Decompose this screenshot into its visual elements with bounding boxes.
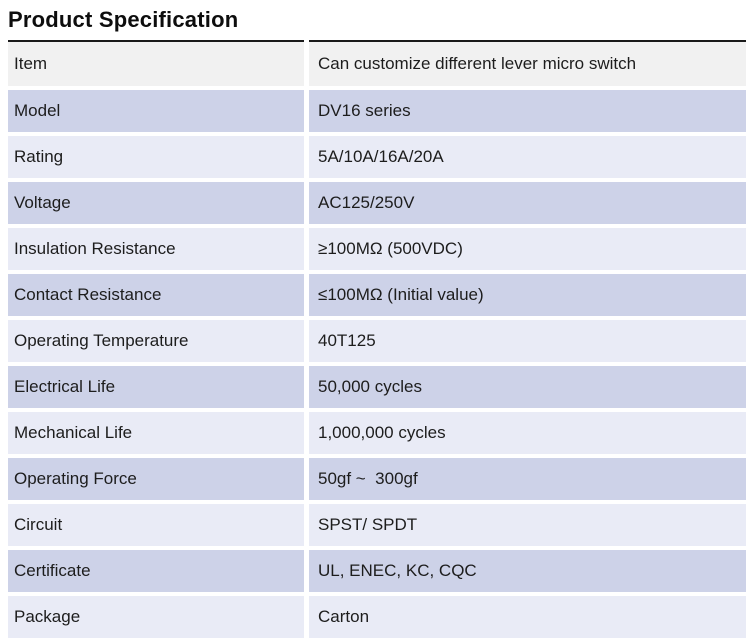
- spec-value: UL, ENEC, KC, CQC: [309, 550, 746, 592]
- spec-label: Mechanical Life: [8, 412, 304, 454]
- spec-value: ≥100MΩ (500VDC): [309, 228, 746, 270]
- spec-value: 50gf ~ 300gf: [309, 458, 746, 500]
- spec-value: 50,000 cycles: [309, 366, 746, 408]
- spec-label: Circuit: [8, 504, 304, 546]
- spec-label: Rating: [8, 136, 304, 178]
- spec-label: Insulation Resistance: [8, 228, 304, 270]
- spec-value: 40T125: [309, 320, 746, 362]
- spec-label: Voltage: [8, 182, 304, 224]
- specification-table: Item Can customize different lever micro…: [8, 40, 746, 638]
- spec-label: Contact Resistance: [8, 274, 304, 316]
- spec-value: 1,000,000 cycles: [309, 412, 746, 454]
- spec-label: Item: [8, 40, 304, 86]
- spec-label: Operating Force: [8, 458, 304, 500]
- spec-label: Operating Temperature: [8, 320, 304, 362]
- spec-label: Package: [8, 596, 304, 638]
- spec-value: Carton: [309, 596, 746, 638]
- spec-value: AC125/250V: [309, 182, 746, 224]
- spec-label: Certificate: [8, 550, 304, 592]
- spec-value: SPST/ SPDT: [309, 504, 746, 546]
- page-title: Product Specification: [8, 7, 239, 32]
- spec-label: Electrical Life: [8, 366, 304, 408]
- spec-value: 5A/10A/16A/20A: [309, 136, 746, 178]
- spec-label: Model: [8, 90, 304, 132]
- spec-value: Can customize different lever micro swit…: [309, 40, 746, 86]
- spec-value: DV16 series: [309, 90, 746, 132]
- spec-value: ≤100MΩ (Initial value): [309, 274, 746, 316]
